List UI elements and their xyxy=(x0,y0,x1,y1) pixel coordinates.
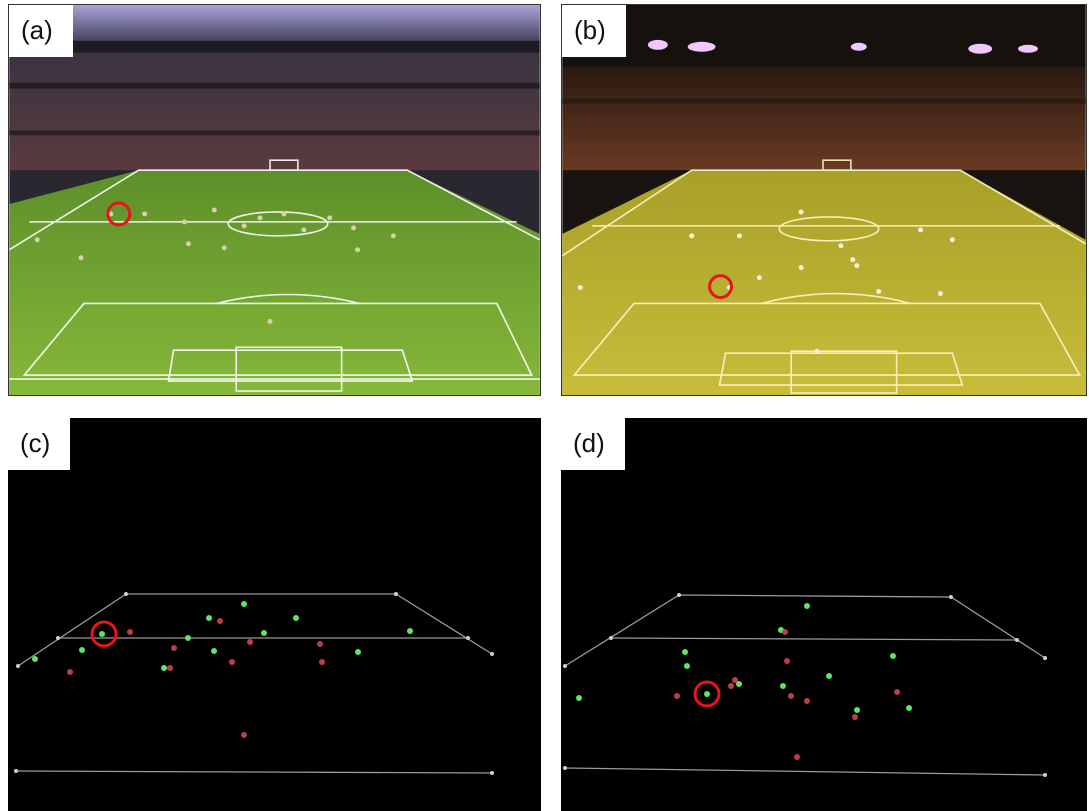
stadium-photo-a xyxy=(9,5,540,395)
tracking-plot-d xyxy=(561,418,1087,811)
stadium-photo-b xyxy=(562,5,1086,395)
team-green-dots xyxy=(32,601,413,671)
team-green-dots xyxy=(576,603,912,713)
team-red-dots xyxy=(67,618,325,738)
panel-label: (d) xyxy=(561,418,625,470)
highlight-ring xyxy=(693,680,721,708)
panel-label: (b) xyxy=(562,5,626,57)
panel-label: (a) xyxy=(9,5,73,57)
highlight-ring xyxy=(90,620,118,648)
panel-b-stadium-photo: (b) xyxy=(561,4,1087,396)
panel-a-stadium-photo: (a) xyxy=(8,4,541,396)
panel-d-tracking-plot: (d) xyxy=(561,418,1087,811)
panel-c-tracking-plot: (c) xyxy=(8,418,541,811)
highlight-ring xyxy=(106,201,132,227)
team-red-dots xyxy=(674,629,900,760)
tracking-plot-c xyxy=(8,418,541,811)
panel-label: (c) xyxy=(8,418,71,470)
highlight-ring xyxy=(708,274,733,299)
